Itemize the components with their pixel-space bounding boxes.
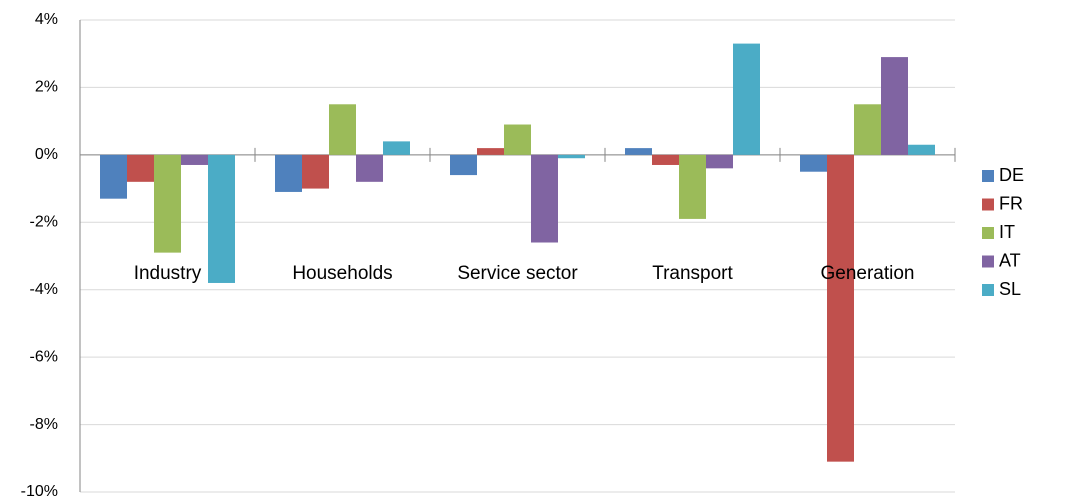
bar bbox=[302, 154, 329, 189]
legend-label: FR bbox=[999, 193, 1023, 213]
y-tick-label: -2% bbox=[30, 214, 58, 231]
bar bbox=[706, 154, 733, 169]
bar bbox=[625, 148, 652, 155]
bar bbox=[100, 154, 127, 199]
bar bbox=[908, 144, 935, 155]
bar bbox=[854, 104, 881, 155]
y-tick-label: 4% bbox=[35, 11, 58, 28]
bar bbox=[827, 154, 854, 462]
legend-label: AT bbox=[999, 250, 1021, 270]
y-tick-label: 2% bbox=[35, 79, 58, 96]
bar bbox=[181, 154, 208, 165]
y-tick-label: -4% bbox=[30, 281, 58, 298]
y-tick-label: -8% bbox=[30, 416, 58, 433]
bar bbox=[127, 154, 154, 182]
legend-label: SL bbox=[999, 279, 1021, 299]
x-tick-label: Service sector bbox=[457, 263, 578, 284]
bar bbox=[329, 104, 356, 155]
legend-label: DE bbox=[999, 165, 1024, 185]
y-tick-label: 0% bbox=[35, 146, 58, 163]
bar bbox=[652, 154, 679, 165]
bar bbox=[383, 141, 410, 155]
bar bbox=[558, 154, 585, 159]
bar bbox=[450, 154, 477, 176]
bar bbox=[154, 154, 181, 253]
bar bbox=[800, 154, 827, 172]
bar bbox=[275, 154, 302, 192]
legend-swatch bbox=[982, 198, 994, 211]
bar bbox=[733, 43, 760, 155]
x-tick-label: Transport bbox=[652, 263, 733, 284]
bar bbox=[356, 154, 383, 182]
legend-swatch bbox=[982, 227, 994, 239]
bar bbox=[679, 154, 706, 219]
bar bbox=[504, 124, 531, 155]
bar bbox=[531, 154, 558, 243]
y-tick-label: -6% bbox=[30, 348, 58, 365]
x-tick-label: Households bbox=[292, 263, 392, 284]
legend-swatch bbox=[982, 284, 994, 296]
y-tick-label: -10% bbox=[21, 483, 58, 499]
bar bbox=[208, 154, 235, 283]
legend-swatch bbox=[982, 255, 994, 268]
bar bbox=[477, 148, 504, 155]
legend-swatch bbox=[982, 170, 994, 182]
bar bbox=[881, 57, 908, 155]
legend-label: IT bbox=[999, 222, 1015, 242]
x-tick-label: Generation bbox=[820, 263, 914, 284]
x-tick-label: Industry bbox=[134, 263, 202, 284]
